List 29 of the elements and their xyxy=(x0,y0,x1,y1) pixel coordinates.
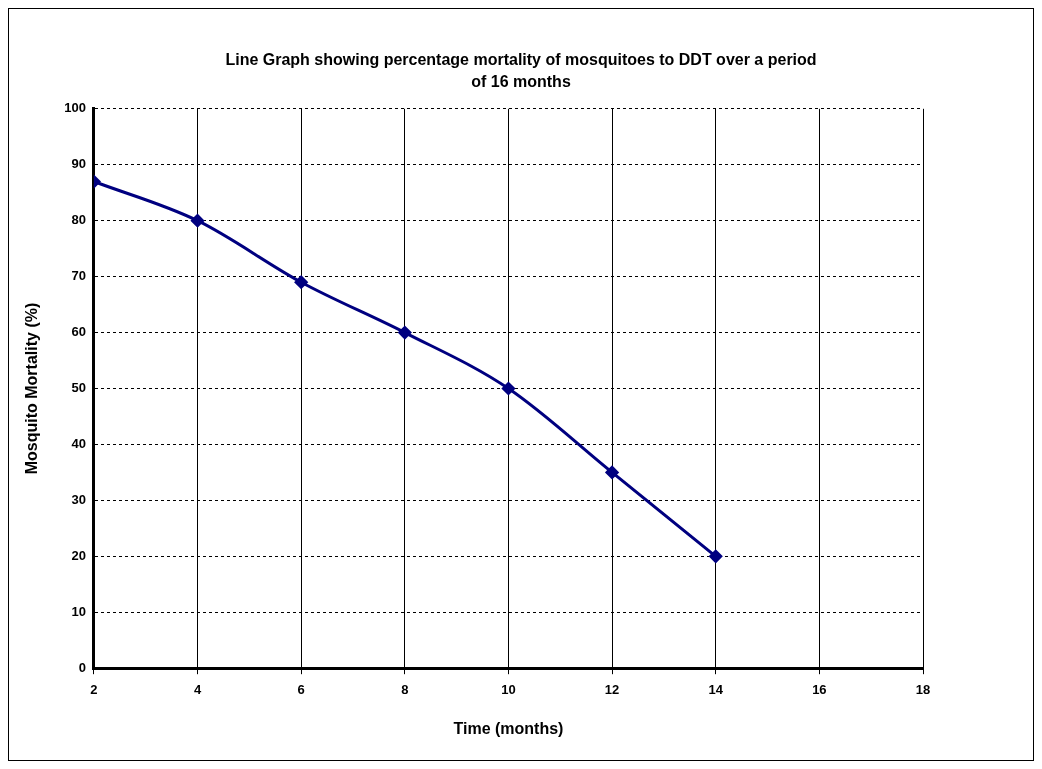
y-tick-label: 40 xyxy=(71,436,86,452)
y-tick-label: 100 xyxy=(64,100,86,116)
y-tick-label: 0 xyxy=(78,659,86,675)
x-tick-label: 10 xyxy=(501,681,516,697)
y-tick-label: 10 xyxy=(71,603,86,619)
point xyxy=(398,326,412,340)
x-tick-label: 6 xyxy=(297,681,305,697)
x-tick-label: 18 xyxy=(915,681,931,697)
y-tick-label: 50 xyxy=(71,380,86,396)
point xyxy=(191,214,205,228)
x-tick-label: 14 xyxy=(708,681,724,697)
point xyxy=(501,382,515,395)
y-tick-label: 20 xyxy=(71,547,86,563)
x-tick-label: 8 xyxy=(401,681,409,697)
y-tick-label: 80 xyxy=(71,212,86,228)
x-axis-title: Time (months) xyxy=(453,719,564,737)
point xyxy=(605,465,619,479)
point xyxy=(709,549,723,563)
x-tick-label: 2 xyxy=(90,681,98,697)
y-tick-label: 70 xyxy=(71,268,86,284)
x-tick-label: 4 xyxy=(193,681,202,697)
x-tick-label: 16 xyxy=(812,681,827,697)
y-tick-label: 60 xyxy=(71,324,86,340)
chart-title: Line Graph showing percentage mortality of mosquitoes to DDT over a period of 16 months xyxy=(224,50,818,92)
x-tick-label: 12 xyxy=(604,681,620,697)
y-tick-label: 30 xyxy=(71,491,86,507)
y-axis-title: Mosquito Mortality (%) xyxy=(23,302,41,475)
y-tick-label: 90 xyxy=(71,156,86,172)
point xyxy=(294,275,308,289)
